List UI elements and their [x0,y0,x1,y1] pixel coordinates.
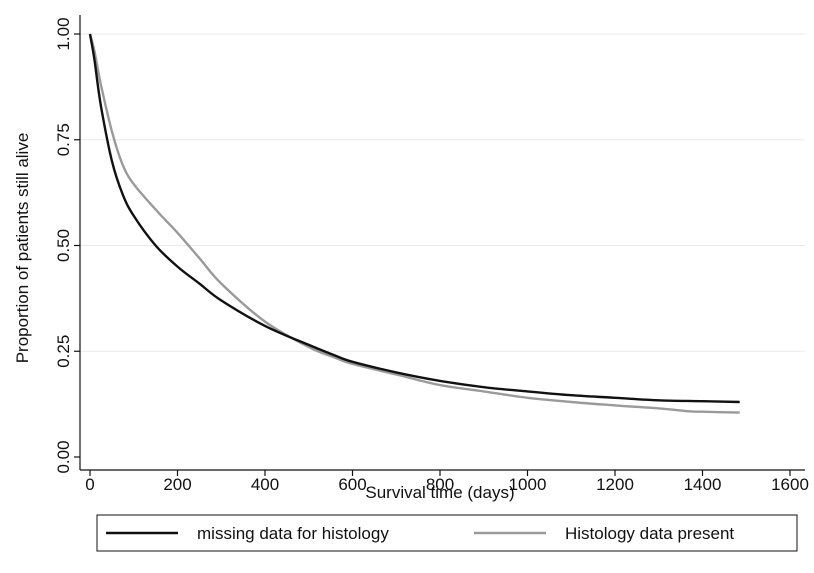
x-tick-label: 200 [163,475,191,494]
y-axis-title: Proportion of patients still alive [13,133,32,364]
y-tick-label: 0.50 [54,229,73,262]
x-tick-label: 1600 [771,475,809,494]
x-tick-label: 1200 [596,475,634,494]
y-tick-label: 0.25 [54,335,73,368]
x-tick-label: 800 [426,475,454,494]
y-ticks: 0.00 0.25 0.50 0.75 1.00 [54,17,80,474]
y-tick-label: 0.00 [54,440,73,473]
legend: missing data for histology Histology dat… [96,514,798,552]
legend-box [96,514,798,552]
series-line-histology-present [88,33,740,414]
series-line-missing-histology [88,33,740,404]
x-tick-label: 1000 [509,475,547,494]
y-tick-label: 0.75 [54,123,73,156]
legend-label-present: Histology data present [565,524,734,543]
x-axis-title: Survival time (days) [365,483,514,502]
legend-label-missing: missing data for histology [197,524,389,543]
x-tick-label: 0 [85,475,94,494]
axes [79,15,805,471]
y-tick-label: 1.00 [54,17,73,50]
x-tick-label: 400 [251,475,279,494]
x-tick-label: 600 [338,475,366,494]
x-tick-label: 1400 [684,475,722,494]
series-lines [88,33,740,414]
x-ticks: 0 200 400 600 800 1000 1200 1400 1600 [85,470,809,494]
gridlines [80,33,805,352]
